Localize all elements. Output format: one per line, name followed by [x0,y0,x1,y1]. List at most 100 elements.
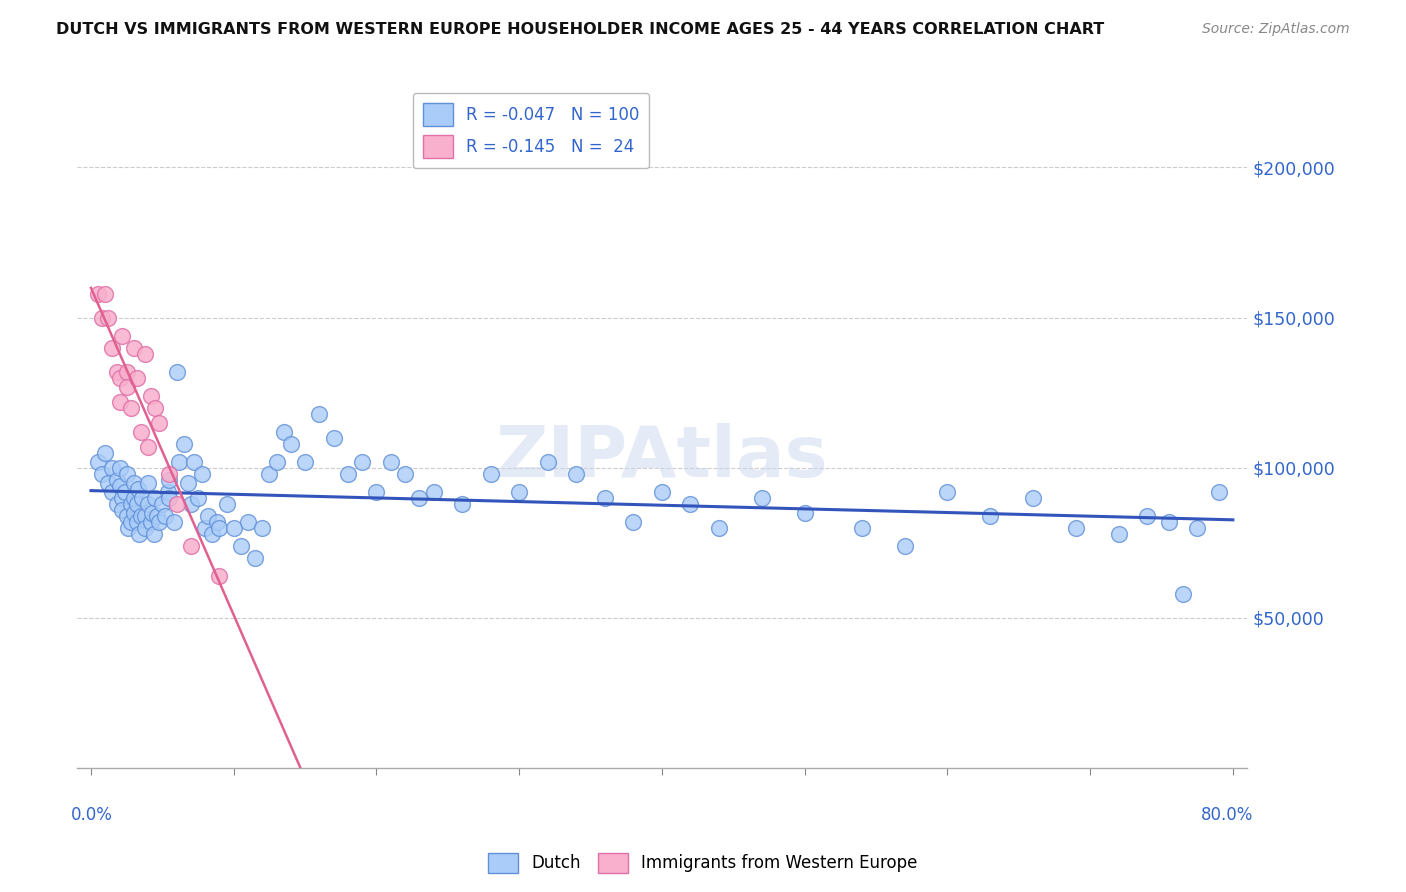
Point [122,491,145,505]
Point [105,497,128,511]
Point [117,520,139,534]
Point [380,454,402,468]
Point [115,379,138,393]
Point [1157,515,1180,529]
Point [101,460,124,475]
Point [893,539,915,553]
Point [1022,491,1045,505]
Point [136,497,159,511]
Point [936,484,959,499]
Point [128,526,150,541]
Point [134,520,156,534]
Point [208,520,231,534]
Point [273,425,295,439]
Point [115,365,138,379]
Point [1064,520,1087,534]
Point [1108,526,1130,541]
Point [101,341,124,355]
Point [222,520,245,534]
Point [308,407,330,421]
Point [150,497,173,511]
Point [108,478,131,492]
Point [280,436,302,450]
Point [679,497,702,511]
Point [159,473,181,487]
Point [134,346,156,360]
Point [621,515,644,529]
Point [565,467,588,481]
Point [120,497,142,511]
Point [141,506,163,520]
Point [173,436,195,450]
Point [508,484,530,499]
Point [422,484,444,499]
Point [105,473,128,487]
Point [163,515,186,529]
Point [125,370,148,384]
Point [129,425,152,439]
Point [125,515,148,529]
Point [1171,587,1194,601]
Point [134,508,156,523]
Point [97,475,120,490]
Point [143,401,166,415]
Point [537,454,560,468]
Point [408,491,430,505]
Point [1185,520,1208,534]
Point [120,401,142,415]
Point [153,508,176,523]
Point [243,550,266,565]
Point [979,508,1001,523]
Point [336,467,359,481]
Point [145,508,167,523]
Point [851,520,873,534]
Text: 80.0%: 80.0% [1201,805,1253,823]
Point [751,491,773,505]
Point [111,328,134,343]
Point [87,286,110,301]
Point [180,539,202,553]
Point [229,539,252,553]
Point [191,467,214,481]
Point [252,520,274,534]
Point [266,454,288,468]
Text: Source: ZipAtlas.com: Source: ZipAtlas.com [1202,22,1350,37]
Point [1208,484,1230,499]
Point [115,467,138,481]
Point [183,454,205,468]
Point [197,508,219,523]
Point [793,506,815,520]
Point [177,475,200,490]
Point [259,467,281,481]
Point [129,508,152,523]
Legend: Dutch, Immigrants from Western Europe: Dutch, Immigrants from Western Europe [482,847,924,880]
Point [1136,508,1159,523]
Point [651,484,673,499]
Point [143,491,166,505]
Point [451,497,474,511]
Point [236,515,259,529]
Point [201,526,224,541]
Point [105,365,128,379]
Point [205,515,228,529]
Point [131,491,153,505]
Point [294,454,316,468]
Point [97,310,120,325]
Point [111,491,134,505]
Point [707,520,730,534]
Point [91,310,114,325]
Point [208,568,231,582]
Point [94,286,117,301]
Point [114,484,136,499]
Point [169,454,191,468]
Point [115,508,138,523]
Point [108,370,131,384]
Text: DUTCH VS IMMIGRANTS FROM WESTERN EUROPE HOUSEHOLDER INCOME AGES 25 - 44 YEARS CO: DUTCH VS IMMIGRANTS FROM WESTERN EUROPE … [56,22,1105,37]
Point [122,506,145,520]
Point [194,520,217,534]
Point [111,502,134,516]
Point [91,467,114,481]
Point [166,497,188,511]
Point [127,482,149,496]
Point [322,431,344,445]
